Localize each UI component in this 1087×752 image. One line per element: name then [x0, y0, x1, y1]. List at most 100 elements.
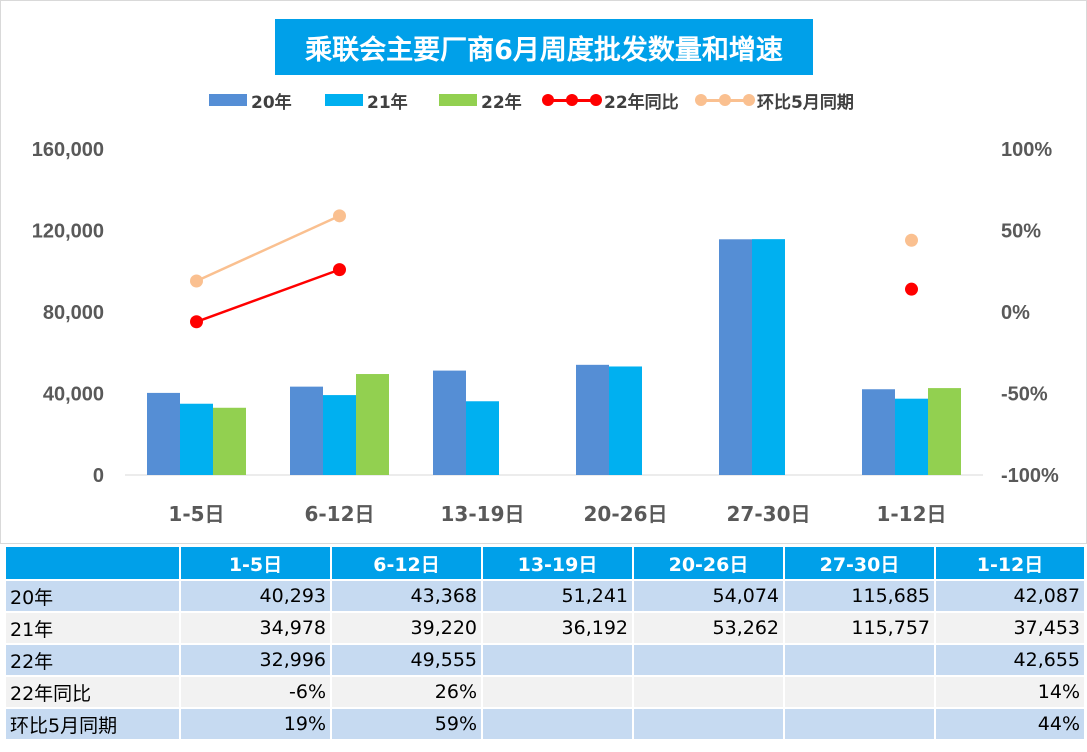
- bar-20年-20-26日: [576, 364, 609, 475]
- y-right-tick-label: -50%: [1001, 384, 1048, 406]
- y-left-tick-label: 0: [93, 465, 104, 487]
- legend-label-mom: 环比5月同期: [757, 92, 854, 113]
- x-tick-label: 1-12日: [876, 502, 946, 526]
- bar-21年-13-19日: [466, 401, 499, 475]
- point-22年同比-1-5日: [190, 315, 203, 329]
- table-cell: 37,453: [934, 611, 1086, 645]
- table-cell: 26%: [330, 675, 483, 709]
- y-left-tick-label: 40,000: [43, 384, 104, 406]
- legend-label-20: 20年: [251, 92, 292, 113]
- x-tick-label: 1-5日: [168, 502, 224, 526]
- point-22年同比-1-12日: [905, 282, 918, 296]
- table-header-row: 1-5日 6-12日 13-19日 20-26日 27-30日 1-12日: [4, 545, 1086, 581]
- y-left-tick-label: 160,000: [32, 139, 104, 161]
- legend-swatch-22: [439, 94, 477, 106]
- y-right-tick-label: 50%: [1001, 221, 1041, 243]
- legend-item-yoy: 22年同比: [542, 87, 679, 113]
- legend-label-yoy: 22年同比: [604, 92, 679, 113]
- x-tick-label: 13-19日: [441, 502, 525, 526]
- row-label: 20年: [4, 579, 181, 613]
- bar-20年-1-5日: [147, 392, 180, 475]
- table-cell: 44%: [934, 707, 1086, 741]
- table-cell: [481, 707, 634, 741]
- table-header-cell: 6-12日: [330, 545, 483, 581]
- table-cell: 115,685: [783, 579, 936, 613]
- row-label: 21年: [4, 611, 181, 645]
- y-right-tick-label: 0%: [1001, 302, 1030, 324]
- chart-title: 乘联会主要厂商6月周度批发数量和增速: [305, 34, 783, 66]
- table-cell: 43,368: [330, 579, 483, 613]
- table-cell: [783, 675, 936, 709]
- legend-item-22: 22年: [439, 87, 522, 113]
- table-cell: [632, 643, 785, 677]
- bar-21年-6-12日: [323, 395, 356, 475]
- table-cell: 59%: [330, 707, 483, 741]
- row-label: 环比5月同期: [4, 707, 181, 741]
- bar-20年-27-30日: [719, 239, 752, 475]
- table-cell: 19%: [179, 707, 332, 741]
- table-row: 20年 40,293 43,368 51,241 54,074 115,685 …: [4, 579, 1086, 613]
- x-tick-label: 20-26日: [584, 502, 668, 526]
- point-22年同比-6-12日: [333, 263, 346, 277]
- point-环比5月同期-1-12日: [905, 233, 918, 247]
- line-segment-22年同比: [196, 268, 340, 323]
- table-row: 21年 34,978 39,220 36,192 53,262 115,757 …: [4, 611, 1086, 645]
- table-cell: [783, 707, 936, 741]
- bar-22年-1-5日: [213, 407, 246, 475]
- point-环比5月同期-6-12日: [333, 209, 346, 223]
- bar-22年-6-12日: [356, 374, 389, 475]
- table-cell: 42,087: [934, 579, 1086, 613]
- y-right-tick-label: 100%: [1001, 139, 1052, 161]
- table-cell: 54,074: [632, 579, 785, 613]
- table-cell: 34,978: [179, 611, 332, 645]
- point-环比5月同期-1-5日: [190, 274, 203, 288]
- chart-plot: 0 40,000 80,000 120,000 160,000 -100% -50% 0% 50…: [32, 139, 1059, 526]
- table-cell: 39,220: [330, 611, 483, 645]
- table-cell: 51,241: [481, 579, 634, 613]
- x-tick-label: 6-12日: [304, 502, 374, 526]
- legend-item-mom: 环比5月同期: [695, 87, 854, 113]
- y-right-tick-label: -100%: [1001, 465, 1059, 487]
- bar-21年-20-26日: [609, 366, 642, 475]
- bar-20年-13-19日: [433, 370, 466, 475]
- table-header-cell: 13-19日: [481, 545, 634, 581]
- table-cell: 53,262: [632, 611, 785, 645]
- chart-legend: 20年 21年 22年 22年同比 环比5月: [1, 87, 1087, 113]
- table-header-cell: 1-5日: [179, 545, 332, 581]
- y-left-tick-label: 120,000: [32, 221, 104, 243]
- legend-marker-yoy: [542, 93, 602, 107]
- y-left-tick-label: 80,000: [43, 302, 104, 324]
- bar-21年-1-12日: [895, 398, 928, 475]
- table-cell: [632, 675, 785, 709]
- table-cell: [481, 675, 634, 709]
- table-row: 22年 32,996 49,555 42,655: [4, 643, 1086, 677]
- table-row: 环比5月同期 19% 59% 44%: [4, 707, 1086, 741]
- bar-20年-6-12日: [290, 386, 323, 475]
- row-label: 22年: [4, 643, 181, 677]
- table-cell: 40,293: [179, 579, 332, 613]
- legend-label-22: 22年: [481, 92, 522, 113]
- table-cell: -6%: [179, 675, 332, 709]
- table-cell: [632, 707, 785, 741]
- legend-item-21: 21年: [325, 87, 408, 113]
- chart-title-box: 乘联会主要厂商6月周度批发数量和增速: [275, 19, 813, 75]
- legend-swatch-21: [325, 94, 363, 106]
- table-row: 22年同比 -6% 26% 14%: [4, 675, 1086, 709]
- bar-21年-27-30日: [752, 239, 785, 475]
- table-cell: 32,996: [179, 643, 332, 677]
- legend-swatch-20: [209, 94, 247, 106]
- bar-21年-1-5日: [180, 403, 213, 475]
- line-segment-环比5月同期: [195, 214, 341, 283]
- table-header-cell: 1-12日: [934, 545, 1086, 581]
- row-label: 22年同比: [4, 675, 181, 709]
- table-cell: 14%: [934, 675, 1086, 709]
- table-header-cell: 27-30日: [783, 545, 936, 581]
- bar-22年-1-12日: [928, 388, 961, 475]
- table-cell: [481, 643, 634, 677]
- x-tick-label: 27-30日: [727, 502, 811, 526]
- table-cell: 115,757: [783, 611, 936, 645]
- table-cell: 36,192: [481, 611, 634, 645]
- table-header-corner: [4, 545, 181, 581]
- chart-area: 乘联会主要厂商6月周度批发数量和增速 20年 21年 22年 22年同比: [0, 0, 1087, 544]
- legend-item-20: 20年: [209, 87, 292, 113]
